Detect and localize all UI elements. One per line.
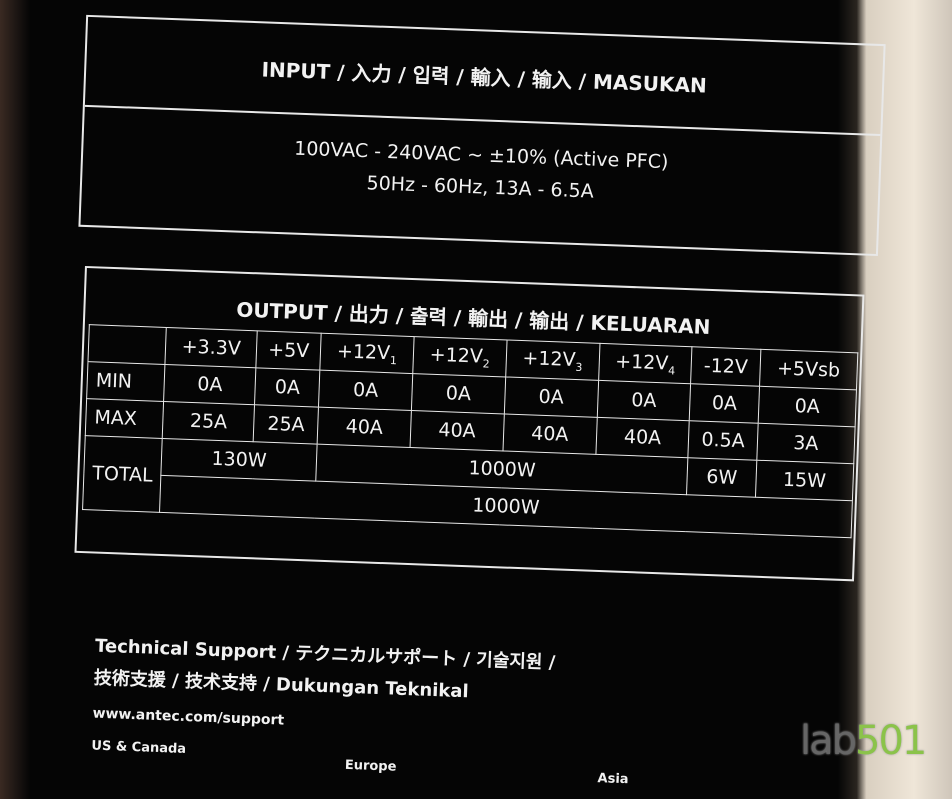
rail-header: +12V1 [319, 333, 415, 374]
input-box: INPUT / 入力 / 입력 / 輸入 / 输入 / MASUKAN 100V… [78, 14, 886, 257]
max-cell: 40A [410, 410, 505, 451]
output-box: OUTPUT / 出力 / 출력 / 輸出 / 输出 / KELUARAN +3… [74, 265, 865, 582]
min-label: MIN [86, 361, 165, 402]
rail-header: +12V2 [412, 336, 507, 377]
rail-header: +5Vsb [759, 349, 858, 390]
min-cell: 0A [689, 383, 760, 424]
max-cell: 40A [317, 407, 412, 448]
max-cell: 40A [502, 413, 597, 455]
rail-header: +12V4 [598, 343, 693, 384]
total-minus12v: 6W [686, 457, 757, 498]
rail-header: +5V [256, 330, 322, 371]
support-text: Technical Support / テクニカルサポート / 기술지원 / 技… [93, 631, 556, 712]
total-3v3-5v: 130W [160, 438, 318, 482]
min-cell: 0A [596, 380, 691, 421]
max-cell: 25A [162, 401, 255, 442]
rail-header: +12V3 [505, 339, 600, 381]
output-table: +3.3V +5V +12V1 +12V2 +12V3 +12V4 -12V +… [82, 324, 858, 538]
max-cell: 3A [756, 423, 856, 464]
empty-cell [87, 324, 167, 365]
region-us-canada: US & Canada [91, 738, 187, 758]
min-cell: 0A [504, 376, 599, 418]
min-cell: 0A [163, 364, 257, 405]
watermark-logo: lab501 [800, 718, 927, 764]
rail-header: -12V [690, 346, 761, 387]
total-label: TOTAL [82, 435, 163, 513]
min-cell: 0A [254, 367, 320, 408]
max-label: MAX [85, 398, 164, 439]
max-cell: 0.5A [688, 420, 758, 461]
max-cell: 25A [253, 404, 319, 445]
rail-header: +3.3V [164, 327, 258, 368]
min-cell: 0A [318, 370, 413, 411]
total-5vsb: 15W [755, 460, 854, 501]
max-cell: 40A [595, 417, 690, 458]
support-url: www.antec.com/support [92, 705, 285, 729]
region-asia: Asia [597, 771, 629, 788]
region-europe: Europe [344, 757, 397, 775]
min-cell: 0A [411, 373, 506, 414]
min-cell: 0A [757, 386, 857, 427]
